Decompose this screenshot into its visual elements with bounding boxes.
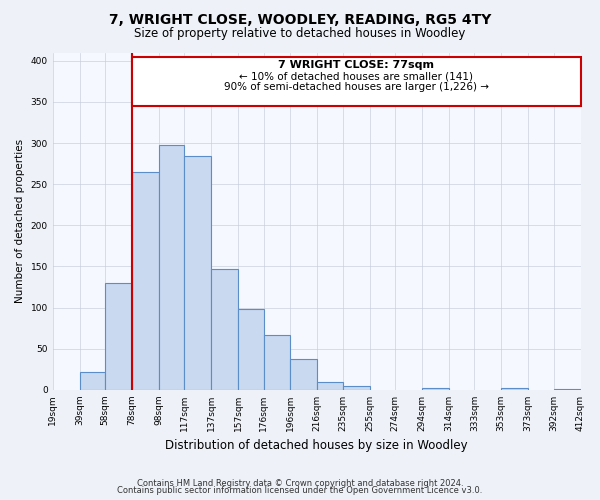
Bar [317, 382, 343, 390]
Text: Contains HM Land Registry data © Crown copyright and database right 2024.: Contains HM Land Registry data © Crown c… [137, 478, 463, 488]
Bar [184, 156, 211, 390]
Bar [263, 335, 290, 390]
Bar [343, 386, 370, 390]
Bar [159, 144, 184, 390]
Bar [554, 389, 581, 390]
Text: ← 10% of detached houses are smaller (141): ← 10% of detached houses are smaller (14… [239, 72, 473, 82]
Bar [290, 360, 317, 390]
Text: 90% of semi-detached houses are larger (1,226) →: 90% of semi-detached houses are larger (… [224, 82, 489, 92]
Bar [132, 172, 159, 390]
Y-axis label: Number of detached properties: Number of detached properties [15, 139, 25, 304]
Bar [211, 269, 238, 390]
Bar [238, 310, 263, 390]
Bar [501, 388, 528, 390]
Bar [422, 388, 449, 390]
FancyBboxPatch shape [132, 56, 581, 106]
Text: 7 WRIGHT CLOSE: 77sqm: 7 WRIGHT CLOSE: 77sqm [278, 60, 434, 70]
Text: 7, WRIGHT CLOSE, WOODLEY, READING, RG5 4TY: 7, WRIGHT CLOSE, WOODLEY, READING, RG5 4… [109, 12, 491, 26]
X-axis label: Distribution of detached houses by size in Woodley: Distribution of detached houses by size … [165, 440, 468, 452]
Text: Contains public sector information licensed under the Open Government Licence v3: Contains public sector information licen… [118, 486, 482, 495]
Text: Size of property relative to detached houses in Woodley: Size of property relative to detached ho… [134, 28, 466, 40]
Bar [80, 372, 105, 390]
Bar [105, 283, 132, 390]
